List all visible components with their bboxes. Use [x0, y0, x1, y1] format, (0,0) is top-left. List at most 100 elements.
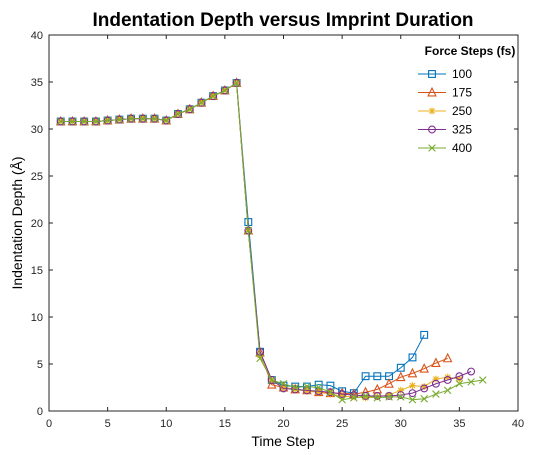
data-point: [373, 394, 382, 402]
y-tick-label: 15: [31, 265, 43, 277]
data-point: [338, 395, 346, 404]
data-point: [428, 107, 436, 115]
data-point: [396, 393, 405, 401]
data-point: [408, 395, 417, 404]
x-tick-label: 35: [453, 418, 465, 430]
data-point: [361, 392, 370, 400]
data-point: [431, 357, 441, 368]
legend: Force Steps (fs) 100 175 250 325 400: [418, 44, 515, 155]
legend-label: 325: [452, 123, 472, 137]
data-point: [428, 144, 436, 152]
data-point: [256, 354, 264, 363]
x-tick-label: 20: [277, 418, 289, 430]
data-point: [428, 125, 436, 134]
data-point: [442, 352, 453, 363]
y-tick-label: 30: [31, 124, 43, 136]
data-point: [315, 388, 323, 396]
x-axis: 0 5 10 15 20 25 30 35 40: [46, 35, 524, 430]
data-point: [385, 392, 393, 400]
data-point: [209, 92, 217, 100]
legend-label: 250: [452, 104, 472, 118]
data-point: [220, 86, 229, 95]
plot-area: [48, 34, 519, 412]
y-tick-label: 10: [31, 312, 43, 324]
data-point: [432, 390, 440, 398]
data-point: [395, 371, 406, 382]
legend-item-325: 325: [418, 123, 472, 137]
data-point: [80, 117, 88, 126]
y-axis-label: Indentation Depth (Å): [9, 156, 25, 289]
data-point: [420, 383, 428, 390]
data-point: [303, 387, 311, 395]
x-tick-label: 25: [336, 418, 348, 430]
x-tick-label: 30: [395, 418, 407, 430]
data-point: [361, 372, 370, 381]
data-point: [397, 386, 405, 394]
data-point: [209, 92, 218, 101]
data-point: [407, 367, 418, 378]
y-tick-label: 20: [31, 218, 43, 230]
data-point: [350, 394, 358, 402]
data-point: [396, 391, 405, 399]
data-point: [467, 378, 475, 386]
y-tick-label: 40: [31, 30, 43, 42]
data-point: [327, 390, 334, 398]
data-point: [408, 353, 417, 362]
x-tick-label: 15: [219, 418, 231, 430]
y-tick-label: 5: [37, 359, 43, 371]
data-point: [455, 372, 464, 381]
series-layer: [55, 77, 487, 404]
data-point: [185, 105, 194, 114]
data-point: [338, 392, 346, 400]
data-point: [197, 98, 206, 107]
data-point: [432, 375, 440, 383]
data-point: [455, 379, 464, 388]
data-point: [162, 116, 171, 125]
data-point: [420, 384, 429, 393]
x-tick-label: 5: [105, 418, 111, 430]
data-point: [291, 385, 300, 394]
data-point: [408, 389, 417, 398]
data-point: [266, 379, 277, 389]
data-point: [427, 86, 437, 97]
data-point: [68, 117, 77, 126]
data-point: [174, 110, 182, 118]
data-point: [479, 376, 487, 384]
legend-label: 100: [452, 67, 472, 81]
data-point: [384, 378, 394, 388]
data-point: [443, 376, 452, 384]
data-point: [385, 393, 393, 401]
data-point: [139, 114, 147, 123]
data-point: [350, 393, 358, 401]
data-point: [92, 117, 100, 126]
data-point: [185, 105, 194, 114]
data-point: [197, 98, 206, 107]
data-point: [444, 373, 452, 381]
x-tick-label: 10: [160, 418, 172, 430]
data-point: [396, 363, 405, 372]
data-point: [115, 115, 124, 124]
y-tick-label: 25: [31, 171, 43, 183]
data-point: [279, 384, 288, 393]
legend-item-175: 175: [418, 86, 472, 100]
legend-item-400: 400: [418, 141, 472, 155]
legend-item-250: 250: [418, 104, 472, 118]
data-point: [291, 383, 300, 392]
data-point: [420, 330, 429, 339]
y-tick-label: 35: [31, 77, 43, 89]
data-point: [431, 379, 440, 388]
data-point: [373, 393, 381, 401]
data-point: [303, 382, 311, 391]
data-point: [420, 394, 428, 403]
data-point: [280, 384, 287, 391]
x-tick-label: 0: [46, 418, 52, 430]
data-point: [267, 376, 276, 384]
y-tick-label: 0: [37, 406, 43, 418]
data-point: [361, 392, 370, 400]
data-point: [362, 394, 369, 402]
data-point: [267, 376, 276, 384]
data-point: [455, 375, 463, 383]
data-point: [373, 392, 382, 400]
data-point: [419, 363, 429, 373]
